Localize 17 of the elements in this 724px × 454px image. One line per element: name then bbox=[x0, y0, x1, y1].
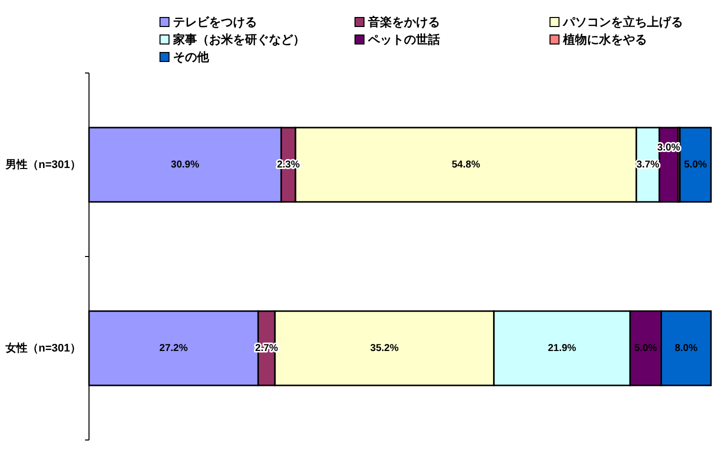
data-label: 5.0% bbox=[684, 159, 707, 170]
data-label: 30.9% bbox=[170, 159, 200, 170]
y-tick-label: 男性（n=301） bbox=[4, 158, 81, 171]
legend-label: パソコンを立ち上げる bbox=[562, 15, 683, 29]
legend-label: 音楽をかける bbox=[367, 15, 440, 29]
legend-label: テレビをつける bbox=[173, 15, 257, 29]
legend-label: 植物に水をやる bbox=[562, 32, 647, 46]
data-label: 5.0% bbox=[634, 342, 658, 354]
data-label: 8.0% bbox=[674, 342, 698, 354]
legend-label: ペットの世話 bbox=[367, 32, 440, 46]
data-label: 27.2% bbox=[159, 342, 188, 354]
legend-label: 家事（お米を研ぐなど） bbox=[172, 32, 305, 46]
data-label: 35.2% bbox=[370, 342, 399, 354]
data-label: 21.9% bbox=[548, 342, 576, 354]
data-label: 54.8% bbox=[452, 159, 480, 170]
y-tick-label: 女性（n=301） bbox=[4, 341, 81, 354]
legend-label: その他 bbox=[173, 50, 210, 64]
